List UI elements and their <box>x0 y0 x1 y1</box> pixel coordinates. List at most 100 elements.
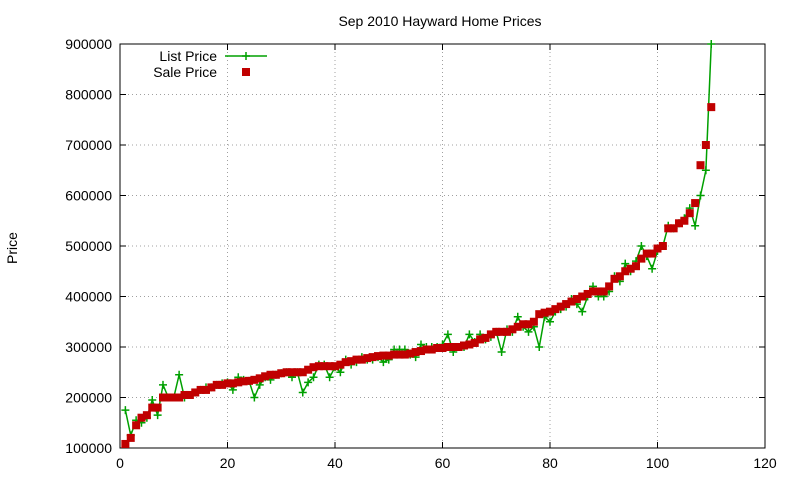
sale-price-point <box>615 272 624 281</box>
x-tick-label: 0 <box>116 455 124 471</box>
list-price-point <box>701 166 710 175</box>
sale-price-point <box>519 320 528 329</box>
sale-price-point <box>390 350 399 359</box>
list-price-point <box>298 388 307 397</box>
list-price-point <box>535 343 544 351</box>
sale-price-point <box>605 282 614 291</box>
sale-price-point <box>320 362 329 371</box>
sale-price-point <box>669 224 678 233</box>
sale-price-point <box>304 365 313 374</box>
sale-price-point <box>497 327 506 336</box>
x-tick-label: 20 <box>220 455 236 471</box>
sale-price-point <box>438 344 447 353</box>
sale-price-point <box>212 380 221 389</box>
sale-price-point <box>341 358 350 367</box>
sale-price-point <box>207 383 216 392</box>
sale-price-point <box>298 368 307 377</box>
sale-price-point <box>261 372 270 381</box>
list-price-point <box>524 327 533 336</box>
sale-price-point <box>137 413 146 422</box>
y-tick-label: 900000 <box>65 36 112 52</box>
sale-price-point <box>142 411 151 420</box>
sale-price-point <box>422 345 431 354</box>
sale-price-point <box>255 374 264 383</box>
list-price-point <box>465 330 474 339</box>
sale-price-point <box>202 385 210 394</box>
sale-price-point <box>180 390 189 399</box>
sale-price-point <box>443 343 452 351</box>
sale-price-point <box>357 355 366 364</box>
sale-price-point <box>288 368 296 377</box>
sale-price-point <box>540 308 549 317</box>
sale-price-point <box>696 161 705 170</box>
sale-price-point <box>503 327 511 336</box>
list-price-point <box>250 393 259 402</box>
y-tick-label: 200000 <box>65 390 112 406</box>
y-tick-label: 500000 <box>65 238 112 254</box>
sale-price-point <box>508 325 517 334</box>
list-price-point <box>175 370 184 379</box>
sale-price-point <box>465 340 474 349</box>
sale-price-point <box>551 305 560 314</box>
list-price-point <box>648 264 657 273</box>
sale-price-point <box>164 393 173 402</box>
sale-price-point <box>449 343 458 351</box>
list-price-point <box>578 307 587 316</box>
sale-price-point <box>599 287 608 296</box>
sale-price-point <box>245 376 253 385</box>
sale-price-point <box>460 341 468 350</box>
sale-price-point <box>417 347 425 356</box>
sale-price-point <box>513 322 522 331</box>
sale-price-point <box>653 244 662 253</box>
sale-price-point <box>411 348 420 357</box>
x-tick-label: 100 <box>646 455 670 471</box>
plot-frame <box>119 43 766 449</box>
sale-price-point <box>282 368 291 377</box>
list-price-point <box>621 259 630 268</box>
sale-price-point <box>476 335 485 344</box>
sale-price-point <box>583 289 592 298</box>
sale-price-point <box>169 393 178 402</box>
list-price-point <box>696 191 705 200</box>
sale-price-point <box>368 353 377 362</box>
sale-price-point <box>314 362 323 371</box>
sale-price-point <box>707 103 716 112</box>
sale-price-point <box>175 393 184 402</box>
series <box>121 40 716 448</box>
sale-price-point <box>578 292 587 301</box>
list-price-point <box>707 40 716 48</box>
x-tick-label: 40 <box>327 455 343 471</box>
sale-price-point <box>336 360 345 369</box>
sale-price-point <box>675 219 683 228</box>
sale-price-point <box>266 370 275 379</box>
list-price-point <box>513 312 522 321</box>
sale-price-point <box>492 327 501 336</box>
sale-price-point <box>486 330 495 339</box>
sale-price-point <box>352 355 361 364</box>
sale-price-point <box>626 264 635 273</box>
sale-price-point <box>395 350 404 359</box>
sale-price-point <box>685 209 694 218</box>
x-tick-label: 60 <box>435 455 451 471</box>
sale-price-point <box>621 267 630 276</box>
legend-label-list-price: List Price <box>159 48 217 64</box>
sale-price-point <box>454 343 463 351</box>
y-tick-label: 300000 <box>65 339 112 355</box>
sale-price-point <box>556 302 565 311</box>
sale-price-point <box>400 350 409 359</box>
series-sale-price <box>121 103 716 448</box>
sale-price-point <box>277 369 286 378</box>
sale-price-point <box>701 141 710 149</box>
sale-price-point <box>374 352 382 361</box>
y-tick-label: 600000 <box>65 188 112 204</box>
sale-price-point <box>126 433 135 442</box>
sale-price-point <box>239 377 248 386</box>
sale-price-point <box>546 307 554 316</box>
y-tick-label: 700000 <box>65 137 112 153</box>
sale-price-point <box>363 354 372 363</box>
sale-price-point <box>196 385 205 394</box>
sale-price-point <box>572 295 581 304</box>
sale-price-point <box>481 333 490 342</box>
sale-price-point <box>121 439 130 448</box>
sale-price-point <box>153 403 162 412</box>
